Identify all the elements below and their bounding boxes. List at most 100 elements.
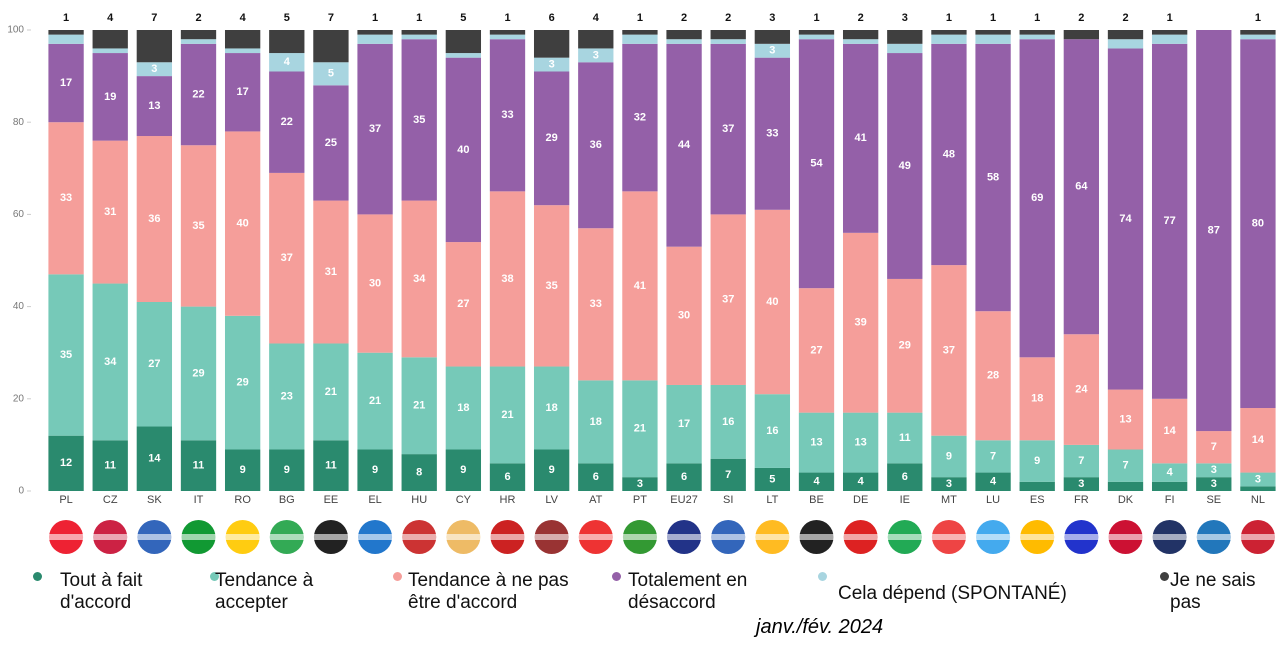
- data-label: 1: [1034, 12, 1040, 24]
- data-label: 1: [990, 12, 996, 24]
- data-label: 13: [810, 437, 822, 449]
- bar-segment: [887, 463, 923, 491]
- data-label: 24: [1075, 383, 1088, 395]
- data-label: 48: [943, 148, 955, 160]
- data-label: 23: [281, 390, 293, 402]
- bar-segment: [1107, 30, 1144, 40]
- bar-segment: [931, 435, 967, 478]
- legend-label: Tendance à accepter: [215, 570, 314, 613]
- data-label: 9: [1034, 455, 1040, 467]
- data-label: 5: [460, 12, 466, 24]
- bar-segment: [180, 145, 217, 307]
- y-tick-label: 20: [13, 393, 25, 404]
- data-label: 9: [372, 464, 378, 476]
- bar-segment: [931, 43, 967, 266]
- bar-segment: [622, 191, 658, 381]
- data-label: 35: [413, 114, 425, 126]
- data-label: 1: [1167, 12, 1173, 24]
- bar-segment: [48, 43, 84, 123]
- data-label: 41: [634, 280, 646, 292]
- x-tick-label: SE: [1206, 494, 1221, 506]
- data-label: 3: [902, 12, 908, 24]
- bar-segment: [798, 288, 835, 413]
- data-label: 77: [1164, 215, 1176, 227]
- flag-stripe: [1152, 534, 1187, 540]
- flag-stripe: [843, 534, 878, 540]
- legend-swatch: [1160, 572, 1169, 581]
- data-label: 34: [104, 356, 117, 368]
- bar-segment: [401, 454, 437, 491]
- data-label: 2: [1078, 12, 1084, 24]
- bar-segment: [798, 412, 835, 473]
- flag-stripe: [1020, 534, 1055, 540]
- data-label: 32: [634, 111, 646, 123]
- bar-segment: [269, 53, 305, 72]
- x-tick-label: DK: [1118, 494, 1134, 506]
- bar-segment: [180, 306, 217, 441]
- bar-segment: [533, 30, 570, 58]
- data-label: 27: [810, 344, 822, 356]
- bar-segment: [1240, 34, 1276, 40]
- legend-label: Tendance à ne pas être d'accord: [408, 570, 569, 613]
- bar-segment: [1019, 357, 1055, 441]
- data-label: 54: [810, 158, 823, 170]
- bar-segment: [269, 343, 305, 450]
- bar-segment: [1151, 463, 1188, 482]
- data-label: 13: [1119, 413, 1131, 425]
- data-label: 7: [725, 469, 731, 481]
- bar-segment: [224, 53, 261, 132]
- legend-swatch: [393, 572, 402, 581]
- data-label: 29: [192, 367, 204, 379]
- flag-stripe: [931, 534, 966, 540]
- data-label: 21: [413, 400, 425, 412]
- data-label: 3: [593, 49, 599, 61]
- bar-segment: [92, 30, 128, 49]
- flag-stripe: [887, 534, 922, 540]
- bar-segment: [269, 172, 305, 344]
- legend-swatch: [612, 572, 621, 581]
- bar-segment: [1196, 30, 1232, 432]
- legend-label: Totalement en désaccord: [628, 570, 748, 613]
- x-tick-label: AT: [589, 494, 603, 506]
- data-label: 11: [193, 460, 205, 472]
- subtitle: janv./fév. 2024: [756, 616, 884, 638]
- bar-segment: [666, 43, 702, 247]
- bar-segment: [1107, 481, 1144, 491]
- bar-segment: [48, 34, 84, 44]
- data-label: 37: [722, 123, 734, 135]
- y-tick-label: 100: [7, 25, 24, 36]
- bar-segment: [180, 440, 217, 491]
- bar-segment: [224, 30, 261, 49]
- bar-segment: [578, 463, 614, 491]
- flag-stripe: [358, 534, 393, 540]
- data-label: 4: [593, 12, 600, 24]
- bar-segment: [842, 232, 879, 413]
- data-label: 36: [590, 139, 602, 151]
- data-label: 29: [899, 340, 911, 352]
- bar-segment: [92, 440, 128, 491]
- legend-swatch: [818, 572, 827, 581]
- data-label: 4: [284, 56, 291, 68]
- data-label: 9: [549, 464, 555, 476]
- bar-segment: [666, 30, 702, 40]
- flag-stripe: [137, 534, 172, 540]
- bar-segment: [180, 39, 217, 44]
- data-label: 1: [372, 12, 378, 24]
- bar-segment: [401, 200, 437, 358]
- data-label: 14: [1252, 434, 1265, 446]
- x-tick-label: SK: [147, 494, 162, 506]
- data-label: 35: [546, 280, 558, 292]
- flag-stripe: [446, 534, 481, 540]
- data-label: 37: [369, 123, 381, 135]
- data-label: 40: [766, 296, 778, 308]
- bar-segment: [666, 384, 702, 464]
- x-tick-label: CY: [456, 494, 472, 506]
- flag-stripe: [225, 534, 260, 540]
- bar-segment: [842, 30, 879, 40]
- bar-segment: [1151, 30, 1188, 35]
- data-label: 33: [766, 128, 778, 140]
- data-label: 37: [943, 344, 955, 356]
- data-label: 40: [457, 144, 469, 156]
- legend-swatch: [33, 572, 42, 581]
